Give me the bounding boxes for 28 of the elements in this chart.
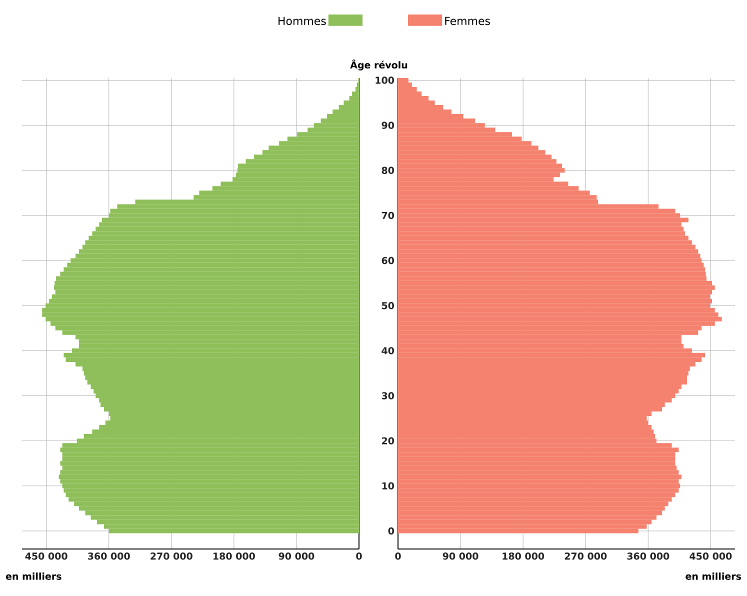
y-tick-label: 70 xyxy=(382,212,394,220)
x-axis-title: en milliers xyxy=(686,572,742,580)
x-tick-label: 270 000 xyxy=(564,552,607,560)
x-tick-label: 180 000 xyxy=(214,552,255,560)
y-tick-label: 10 xyxy=(382,482,394,490)
legend-label: Femmes xyxy=(445,16,490,26)
y-tick-label: 0 xyxy=(388,527,394,535)
x-tick-label: 450 000 xyxy=(25,552,68,560)
x-tick-label: 0 xyxy=(356,552,362,560)
x-tick-label: 360 000 xyxy=(88,552,130,560)
x-tick-label: 180 000 xyxy=(502,552,544,560)
y-tick-label: 80 xyxy=(382,166,394,174)
y-axis-title: Âge révolu xyxy=(350,60,408,70)
y-tick-label: 30 xyxy=(382,392,394,400)
y-tick-label: 40 xyxy=(382,347,394,354)
x-tick-label: 0 xyxy=(395,552,401,560)
y-tick-label: 50 xyxy=(382,302,394,310)
y-tick-label: 60 xyxy=(382,256,394,264)
x-tick-label: 90 000 xyxy=(442,552,478,560)
y-tick-label: 90 xyxy=(382,122,394,129)
x-tick-label: 450 000 xyxy=(690,552,732,560)
legend-label: Hommes xyxy=(278,16,326,26)
x-tick-label: 360 000 xyxy=(627,552,670,560)
y-tick-label: 20 xyxy=(382,437,394,444)
x-tick-label: 90 000 xyxy=(278,552,314,560)
y-tick-label: 100 xyxy=(376,76,394,84)
x-tick-label: 270 000 xyxy=(150,552,192,560)
x-axis-title: en milliers xyxy=(6,572,62,580)
